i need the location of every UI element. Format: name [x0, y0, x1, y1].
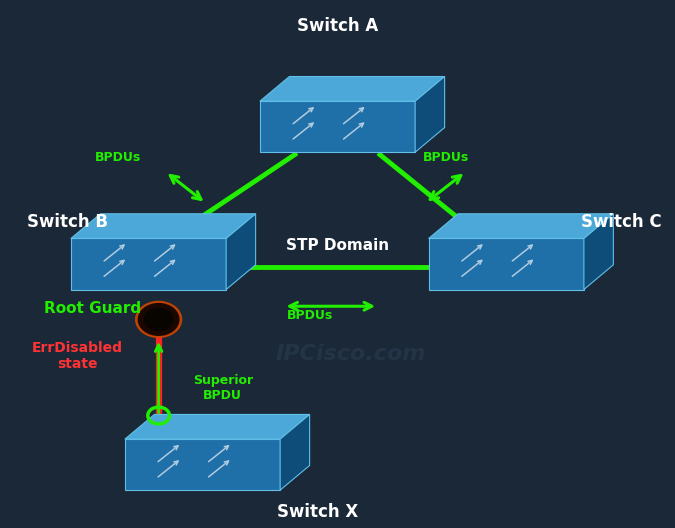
Text: Switch A: Switch A: [297, 17, 378, 35]
Text: BPDUs: BPDUs: [95, 151, 141, 164]
Polygon shape: [71, 239, 226, 289]
Text: BPDUs: BPDUs: [288, 309, 333, 323]
Text: BPDUs: BPDUs: [423, 151, 468, 164]
Polygon shape: [125, 439, 280, 490]
Polygon shape: [415, 77, 445, 152]
Text: ErrDisabled
state: ErrDisabled state: [32, 341, 123, 372]
Text: Switch C: Switch C: [580, 213, 662, 231]
Circle shape: [144, 308, 173, 331]
Polygon shape: [429, 239, 584, 289]
Polygon shape: [280, 414, 310, 490]
Text: Switch X: Switch X: [277, 503, 358, 521]
Text: Root Guard: Root Guard: [44, 301, 141, 316]
Circle shape: [138, 304, 179, 335]
Polygon shape: [260, 77, 445, 101]
Polygon shape: [125, 414, 310, 439]
Text: Superior
BPDU: Superior BPDU: [192, 374, 253, 402]
Polygon shape: [429, 214, 614, 239]
Polygon shape: [260, 101, 415, 152]
Polygon shape: [71, 214, 256, 239]
Circle shape: [136, 301, 182, 337]
Text: IPCisco.com: IPCisco.com: [276, 344, 426, 364]
Polygon shape: [584, 214, 614, 289]
Polygon shape: [226, 214, 256, 289]
Text: STP Domain: STP Domain: [286, 238, 389, 253]
Text: Switch B: Switch B: [27, 213, 108, 231]
